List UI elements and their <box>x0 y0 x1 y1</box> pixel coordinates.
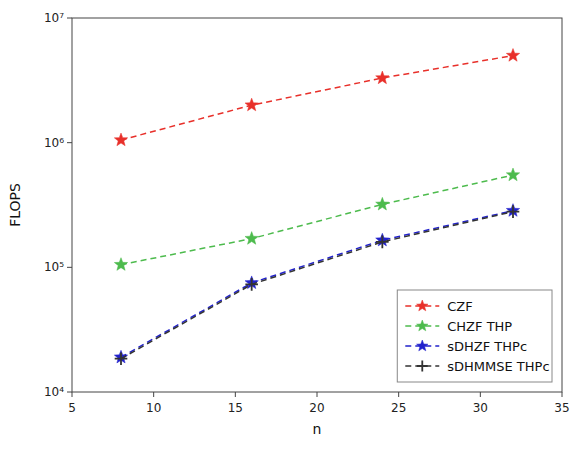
data-point <box>115 352 128 365</box>
data-point <box>507 205 520 218</box>
x-tick-label: 5 <box>68 401 76 415</box>
y-tick <box>67 267 72 268</box>
plot-frame <box>72 18 562 392</box>
legend-marker <box>417 320 428 331</box>
x-tick <box>235 392 236 397</box>
legend-label: sDHZF THPc <box>447 339 527 354</box>
data-point <box>376 197 389 210</box>
legend-label: CZF <box>447 299 472 314</box>
legend-marker <box>417 340 428 351</box>
data-point <box>376 71 389 84</box>
x-tick-label: 15 <box>228 401 243 415</box>
data-point <box>114 258 127 271</box>
x-tick-label: 25 <box>391 401 406 415</box>
x-tick <box>72 392 73 397</box>
plot-area <box>114 49 519 365</box>
y-axis-label: FLOPS <box>7 183 23 227</box>
legend-marker <box>417 361 428 372</box>
y-tick-label: 10⁶ <box>44 136 64 150</box>
legend: CZF CHZF THP sDHZF THPc sDHMMSE THPc <box>397 290 552 382</box>
y-tick <box>67 18 72 19</box>
series-line <box>121 175 513 265</box>
data-point <box>245 232 258 245</box>
data-point <box>245 98 258 111</box>
legend-marker <box>417 300 428 311</box>
chart: 5 10 15 20 25 30 35 10⁴ 10⁵ 10⁶ 10⁷ n FLOPS CZF CHZF T… <box>0 0 580 450</box>
data-point <box>506 49 519 62</box>
y-tick <box>67 392 72 393</box>
y-tick <box>67 142 72 143</box>
legend-label: CHZF THP <box>447 319 512 334</box>
y-tick-label: 10⁷ <box>44 11 64 25</box>
data-point <box>245 278 258 291</box>
x-tick <box>562 392 563 397</box>
x-tick-label: 20 <box>309 401 324 415</box>
x-tick <box>317 392 318 397</box>
data-point <box>376 236 389 249</box>
series-line <box>121 56 513 141</box>
legend-box <box>397 290 552 382</box>
x-tick <box>153 392 154 397</box>
x-tick <box>480 392 481 397</box>
x-tick-label: 10 <box>146 401 161 415</box>
x-tick-label: 30 <box>473 401 488 415</box>
y-tick-label: 10⁴ <box>44 385 64 399</box>
x-axis-label: n <box>313 421 322 437</box>
y-tick-label: 10⁵ <box>44 260 64 274</box>
legend-label: sDHMMSE THPc <box>447 359 549 374</box>
x-tick-label: 35 <box>554 401 569 415</box>
x-tick <box>398 392 399 397</box>
data-point <box>506 168 519 181</box>
data-point <box>114 133 127 146</box>
